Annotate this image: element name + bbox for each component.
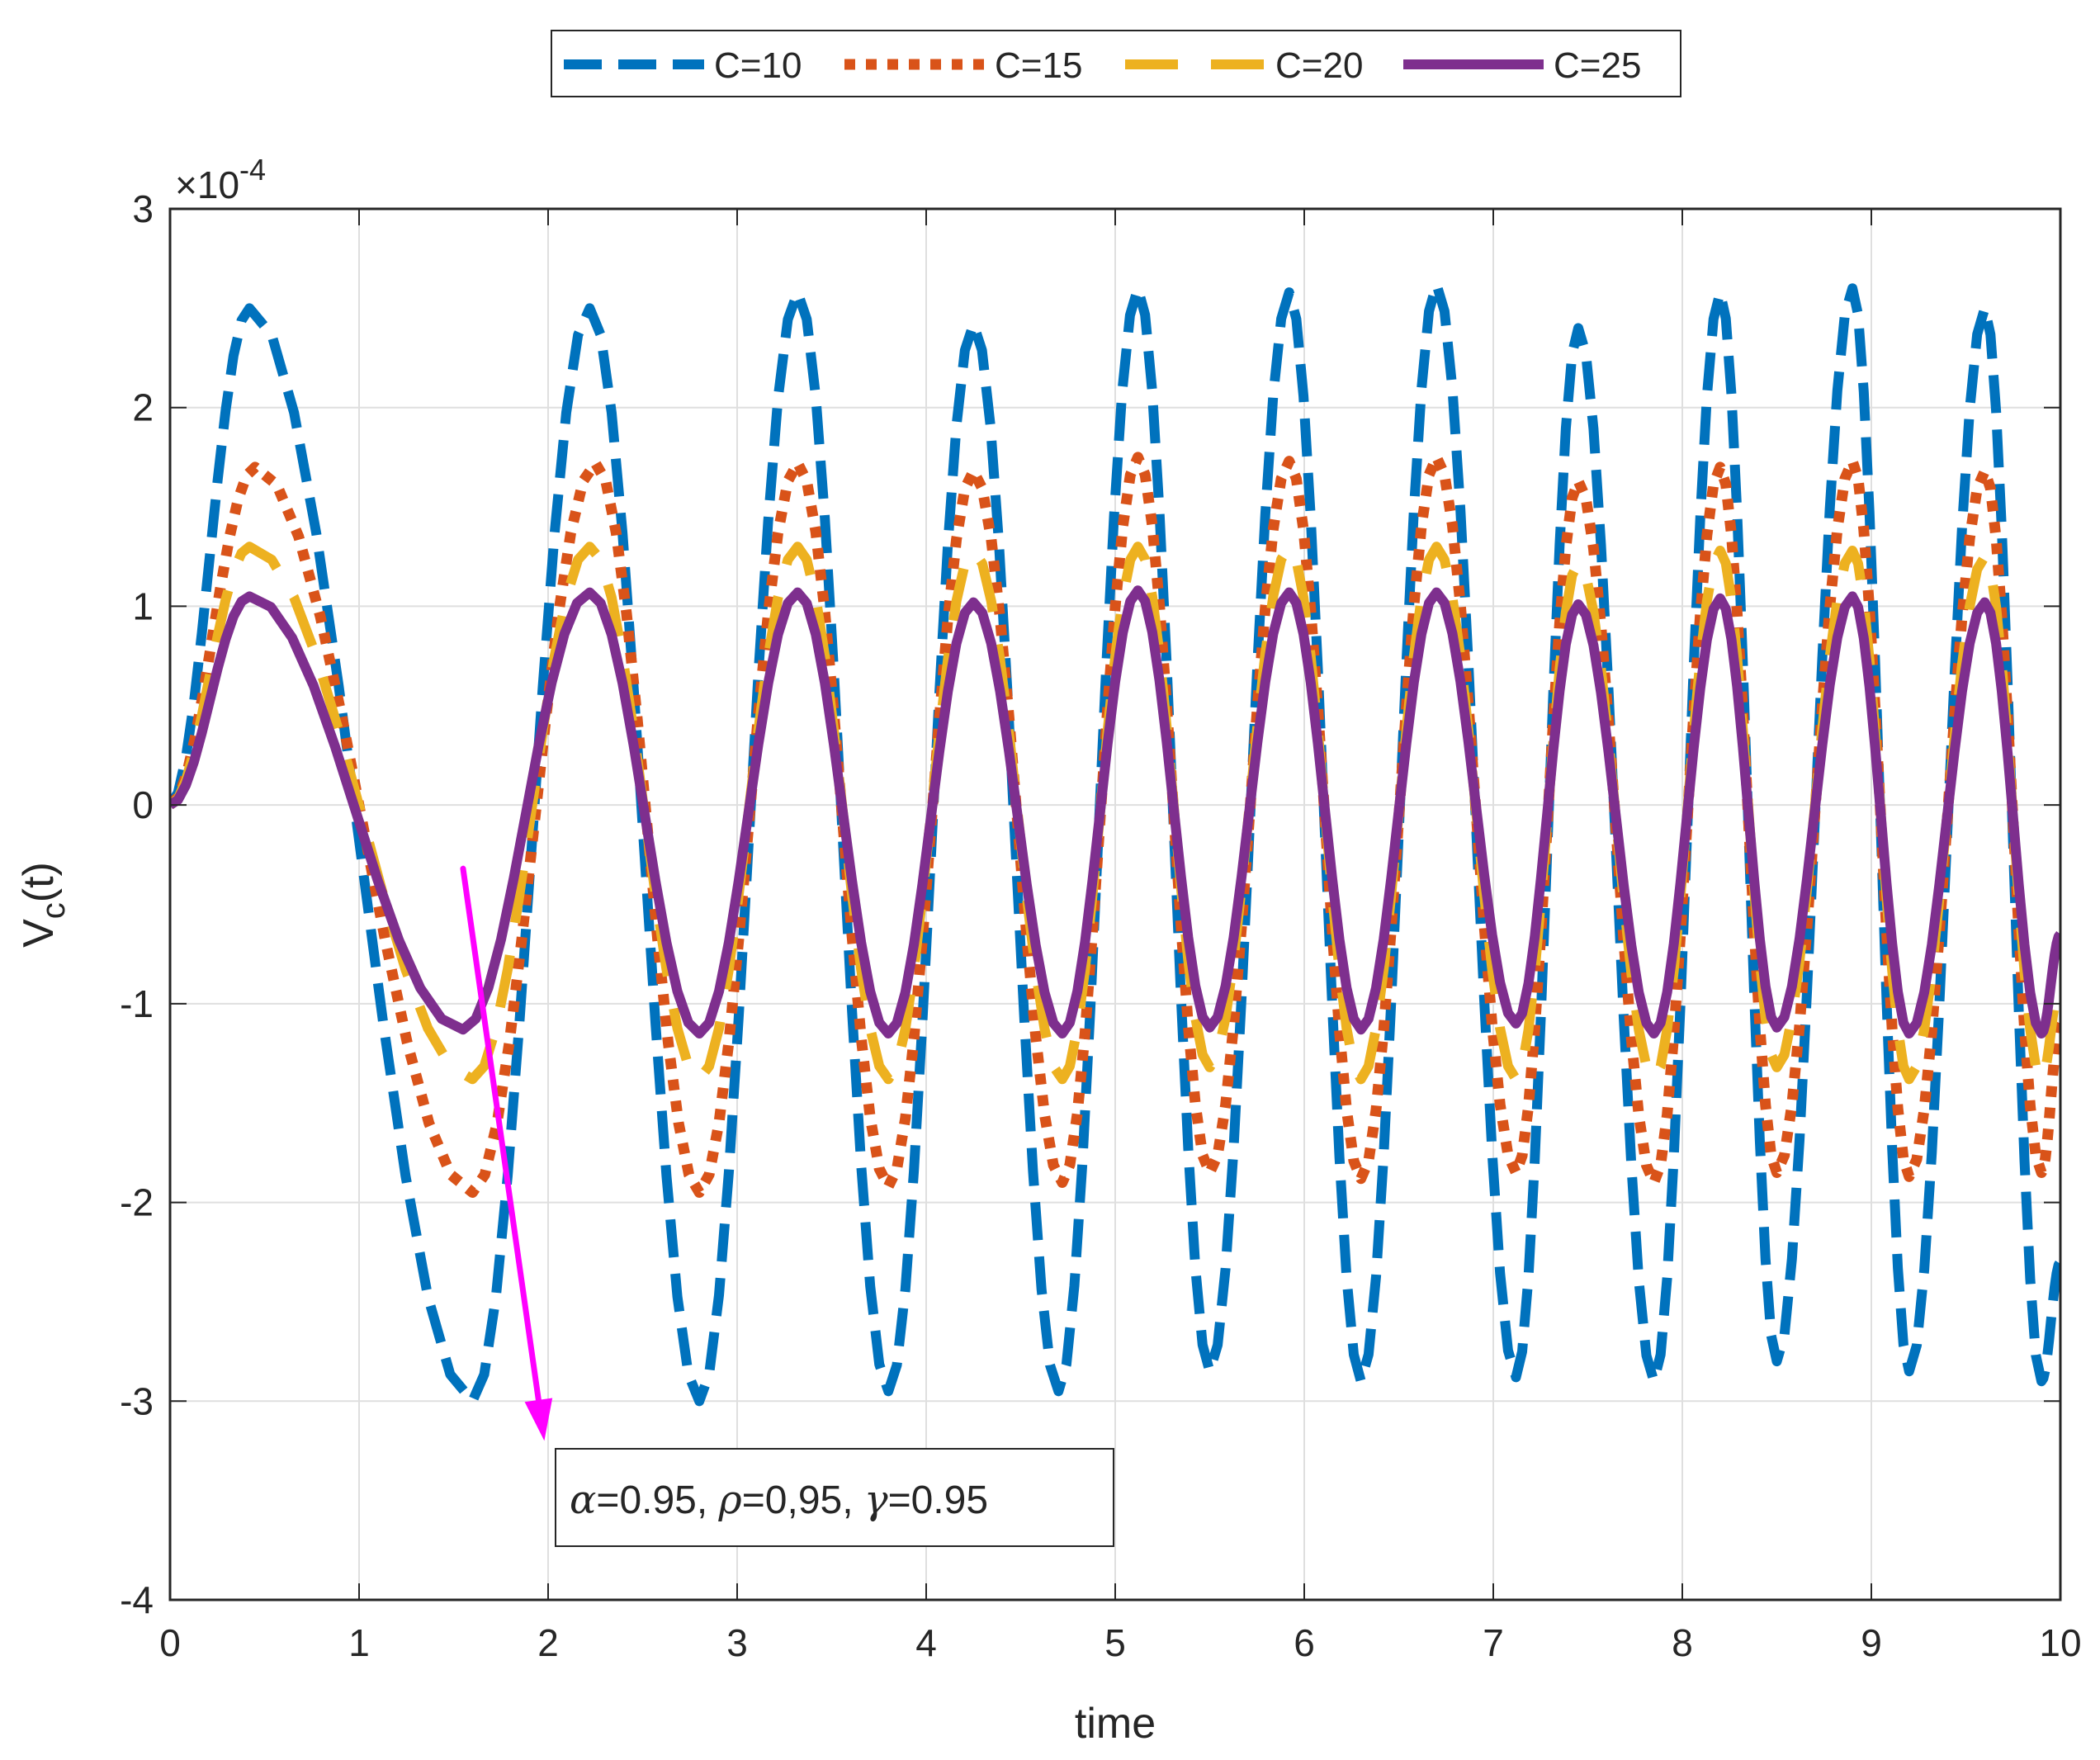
arrow-line <box>460 865 542 1403</box>
x-tick-label: 8 <box>1672 1621 1693 1664</box>
legend-label-3: C=20 <box>1275 45 1363 86</box>
legend-label-2: C=15 <box>995 45 1082 86</box>
y-tick-label: 3 <box>132 187 154 230</box>
x-tick-label: 1 <box>348 1621 370 1664</box>
annotation-frame <box>555 1448 1114 1547</box>
x-tick-labels: 0 1 2 3 4 5 6 7 8 9 10 <box>159 1621 2081 1664</box>
tick-marks <box>169 208 2061 1601</box>
y-tick-label: -2 <box>120 1181 154 1224</box>
series-line-3 <box>170 542 2060 1085</box>
gamma-symbol: γ <box>864 1477 888 1523</box>
legend-label-1: C=10 <box>714 45 802 86</box>
y-axis-title-sub: c <box>35 902 72 919</box>
x-tick-label: 5 <box>1104 1621 1126 1664</box>
x-tick-label: 7 <box>1483 1621 1504 1664</box>
y-axis-title: Vc(t) <box>15 862 72 948</box>
alpha-value: =0.95, <box>596 1478 718 1522</box>
y-tick-label: 1 <box>132 584 154 627</box>
annotation-text: α=0.95, ρ=0,95, γ=0.95 <box>570 1477 988 1523</box>
annotation-box: α=0.95, ρ=0,95, γ=0.95 <box>555 1448 1114 1547</box>
x-tick-label: 9 <box>1861 1621 1882 1664</box>
y-scale-exponent-label: ×10-4 <box>175 153 266 206</box>
y-scale-prefix: ×10 <box>175 163 239 206</box>
x-tick-label: 0 <box>159 1621 181 1664</box>
y-tick-label: -3 <box>120 1379 154 1422</box>
x-tick-label: 4 <box>915 1621 937 1664</box>
rho-symbol: ρ <box>718 1477 742 1523</box>
y-axis-title-tail: (t) <box>15 862 63 902</box>
x-axis-title: time <box>1075 1700 1156 1748</box>
x-tick-label: 10 <box>2039 1621 2081 1664</box>
x-tick-label: 3 <box>726 1621 748 1664</box>
x-tick-label: 6 <box>1294 1621 1315 1664</box>
x-tick-label: 2 <box>537 1621 559 1664</box>
y-scale-exponent: -4 <box>239 153 266 187</box>
y-tick-label: 2 <box>132 386 154 429</box>
y-tick-label: -4 <box>120 1578 154 1621</box>
legend-label-4: C=25 <box>1554 45 1641 86</box>
alpha-symbol: α <box>570 1477 596 1523</box>
y-tick-label: 0 <box>132 783 154 826</box>
annotation-arrow <box>460 865 553 1441</box>
y-axis-title-main: V <box>15 919 63 948</box>
series-line-4 <box>170 585 2060 1038</box>
gamma-value: =0.95 <box>888 1478 988 1522</box>
y-tick-labels: -4 -3 -2 -1 0 1 2 3 <box>120 187 154 1621</box>
y-tick-label: -1 <box>120 982 154 1025</box>
series-group <box>170 279 2060 1407</box>
legend: C=10 C=15 C=20 C=25 <box>551 30 1681 97</box>
arrow-head <box>524 1398 553 1441</box>
rho-value: =0,95, <box>742 1478 864 1522</box>
